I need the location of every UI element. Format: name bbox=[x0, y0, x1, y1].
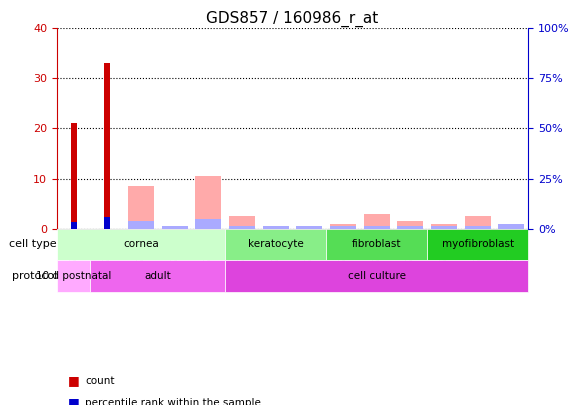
Bar bbox=[128, 186, 154, 229]
Bar bbox=[70, 124, 77, 229]
Bar bbox=[263, 226, 289, 229]
Bar bbox=[398, 221, 423, 229]
Bar bbox=[330, 224, 356, 229]
Text: cell culture: cell culture bbox=[348, 271, 406, 281]
Bar bbox=[70, 222, 77, 229]
Bar bbox=[499, 224, 524, 229]
Text: myofibroblast: myofibroblast bbox=[442, 239, 514, 249]
FancyBboxPatch shape bbox=[326, 229, 427, 260]
Bar bbox=[128, 221, 154, 229]
Bar bbox=[263, 226, 289, 229]
Text: percentile rank within the sample: percentile rank within the sample bbox=[85, 398, 261, 405]
Text: count: count bbox=[85, 376, 115, 386]
FancyBboxPatch shape bbox=[225, 229, 326, 260]
Bar bbox=[364, 226, 390, 229]
FancyBboxPatch shape bbox=[57, 260, 90, 292]
FancyBboxPatch shape bbox=[427, 229, 528, 260]
Bar bbox=[330, 226, 356, 229]
Title: GDS857 / 160986_r_at: GDS857 / 160986_r_at bbox=[206, 11, 379, 27]
Text: 10 d postnatal: 10 d postnatal bbox=[36, 271, 111, 281]
Bar bbox=[431, 224, 457, 229]
Text: protocol: protocol bbox=[11, 271, 57, 281]
Bar bbox=[195, 176, 222, 229]
Bar bbox=[296, 226, 322, 229]
Bar bbox=[229, 226, 255, 229]
Bar bbox=[364, 213, 390, 229]
Bar bbox=[105, 217, 110, 229]
Bar bbox=[105, 64, 110, 229]
Bar bbox=[398, 226, 423, 229]
Text: cell type: cell type bbox=[9, 239, 57, 249]
FancyBboxPatch shape bbox=[57, 229, 225, 260]
Text: adult: adult bbox=[144, 271, 171, 281]
Bar bbox=[296, 226, 322, 229]
Text: ■: ■ bbox=[68, 396, 80, 405]
Text: keratocyte: keratocyte bbox=[248, 239, 303, 249]
FancyBboxPatch shape bbox=[90, 260, 225, 292]
Bar bbox=[229, 216, 255, 229]
Bar bbox=[195, 219, 222, 229]
Text: fibroblast: fibroblast bbox=[352, 239, 402, 249]
Bar bbox=[162, 226, 187, 229]
Bar bbox=[465, 226, 491, 229]
Text: cornea: cornea bbox=[123, 239, 159, 249]
Bar bbox=[431, 226, 457, 229]
FancyBboxPatch shape bbox=[225, 260, 528, 292]
Bar bbox=[465, 216, 491, 229]
Bar bbox=[499, 224, 524, 229]
Text: ■: ■ bbox=[68, 374, 80, 387]
Bar bbox=[162, 226, 187, 229]
